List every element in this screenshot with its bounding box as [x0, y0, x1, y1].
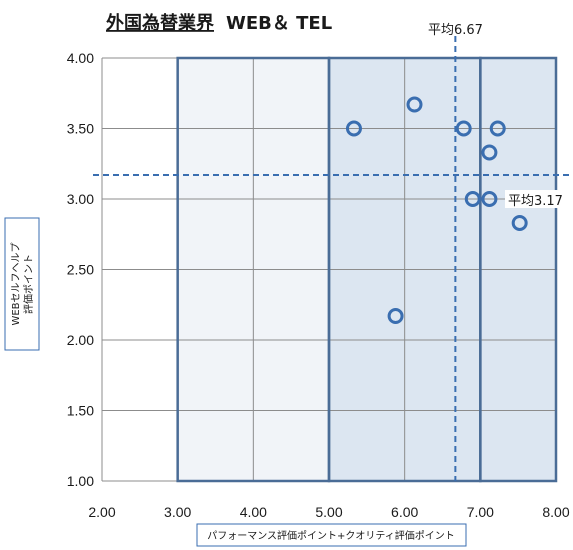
x-axis-label-box	[196, 523, 467, 547]
labels-layer: 平均6.67 平均3.17 パフォーマンス評価ポイント+クオリティ評価ポイント WEB…	[4, 23, 569, 547]
y-tick-label: 2.50	[67, 262, 94, 278]
x-tick-label: 4.00	[240, 504, 267, 520]
y-axis-label: WEBセルフヘルプ 評価ポイント	[10, 242, 35, 325]
x-tick-label: 5.00	[315, 504, 342, 520]
y-tick-label: 2.00	[67, 332, 94, 348]
data-point	[464, 191, 481, 207]
data-point	[406, 96, 423, 113]
data-point	[387, 308, 404, 325]
y-tick-label: 3.50	[67, 121, 94, 137]
chart-title-rest: WEB＆ TEL	[226, 13, 332, 34]
y-axis-label-box	[4, 217, 40, 351]
x-tick-label: 3.00	[164, 504, 191, 520]
data-point	[455, 120, 472, 137]
average-x-label: 平均6.67	[428, 23, 483, 38]
y-tick-label: 1.50	[67, 403, 94, 419]
average-y-label: 平均3.17	[508, 194, 563, 209]
points-layer	[345, 96, 528, 325]
data-point	[345, 120, 362, 137]
data-point	[511, 214, 528, 231]
average-y-label-bg	[505, 190, 569, 208]
average-lines-layer	[93, 36, 571, 481]
y-tick-label: 3.00	[67, 191, 94, 207]
y-tick-label: 1.00	[67, 473, 94, 489]
x-tick-label: 8.00	[542, 504, 569, 520]
data-point	[489, 120, 506, 137]
chart-title: 外国為替業界 WEB＆ TEL	[106, 12, 332, 34]
x-tick-label: 2.00	[88, 504, 115, 520]
y-axis-label-line: 評価ポイント	[22, 254, 35, 314]
data-point	[481, 191, 498, 207]
x-tick-label: 7.00	[467, 504, 494, 520]
chart-title-underlined: 外国為替業界	[106, 12, 214, 34]
y-axis-label-line: WEBセルフヘルプ	[10, 242, 22, 325]
band-border-2	[479, 56, 558, 483]
axis-layer: 2.00 3.00 4.00 5.00 6.00 7.00 8.00 1.00 1.50 2.00…	[67, 50, 570, 520]
y-tick-label: 4.00	[67, 50, 94, 66]
data-point	[481, 144, 498, 161]
x-axis-label: パフォーマンス評価ポイント+クオリティ評価ポイント	[207, 529, 455, 542]
x-tick-label: 6.00	[391, 504, 418, 520]
